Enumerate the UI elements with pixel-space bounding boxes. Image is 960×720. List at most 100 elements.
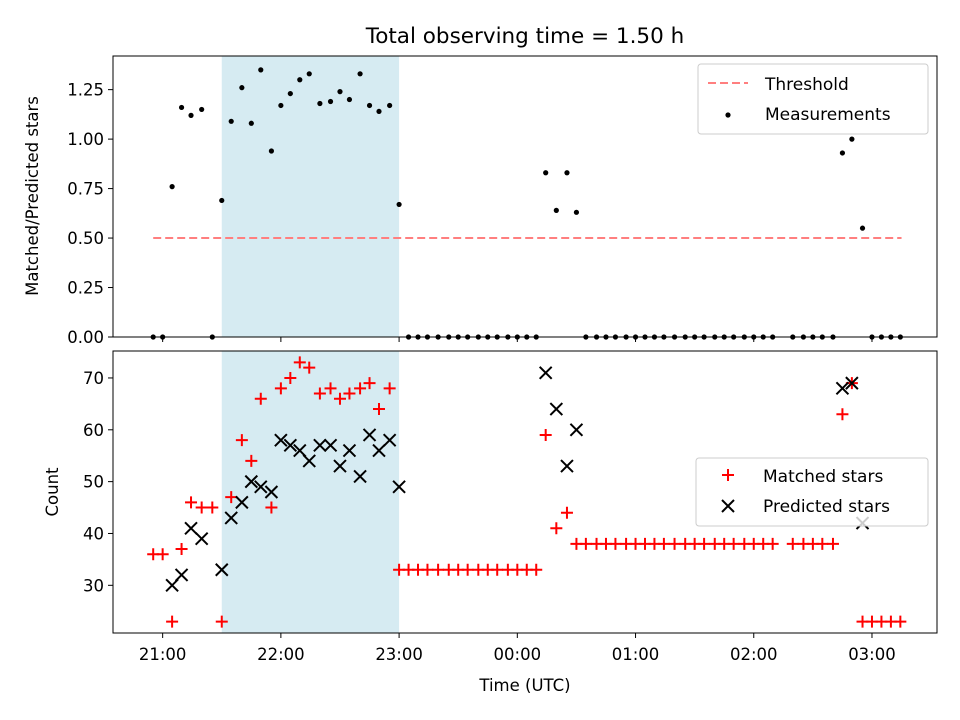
data-point — [264, 485, 279, 499]
bottom-shaded-span — [221, 351, 400, 633]
data-point — [859, 225, 866, 231]
data-point — [657, 537, 670, 550]
data-point — [573, 209, 580, 215]
x-tick-label: 03:00 — [848, 645, 896, 664]
x-tick-label: 00:00 — [494, 645, 542, 664]
data-point — [343, 387, 356, 400]
data-point — [287, 90, 293, 97]
y-tick-label: 1.25 — [67, 81, 104, 100]
data-point — [549, 402, 564, 416]
legend-measurements-label: Measurements — [765, 105, 891, 125]
data-point — [225, 491, 238, 504]
data-point — [372, 403, 385, 416]
data-point — [184, 521, 198, 535]
data-point — [274, 433, 288, 447]
y-tick-label: 30 — [83, 576, 104, 595]
data-point — [284, 371, 297, 384]
data-point — [302, 454, 316, 468]
data-point — [539, 428, 552, 441]
bottom-legend: Matched stars Predicted stars — [695, 457, 929, 527]
data-point — [387, 102, 393, 109]
data-point — [538, 366, 553, 380]
bottom-axes: 30 40 50 60 70 21:00 22:00 23:00 00:00 01:00 02:0… — [43, 350, 938, 695]
data-point — [274, 382, 287, 395]
bottom-matched-points — [147, 356, 907, 628]
y-tick-label: 70 — [83, 369, 104, 388]
x-tick-label: 22:00 — [257, 645, 305, 664]
data-point — [894, 615, 907, 628]
data-point — [363, 377, 376, 390]
data-point — [178, 104, 185, 111]
data-point — [826, 537, 839, 550]
data-point — [224, 511, 238, 525]
data-point — [268, 148, 275, 154]
data-point — [239, 85, 245, 91]
data-point — [836, 408, 849, 421]
data-point — [228, 118, 234, 124]
data-point — [313, 438, 327, 453]
data-point — [323, 438, 338, 453]
legend-matched-label: Matched stars — [763, 467, 883, 487]
data-point — [461, 563, 474, 576]
data-point — [560, 459, 574, 473]
x-tick-label: 01:00 — [612, 645, 660, 664]
data-point — [303, 361, 316, 374]
x-tick-label: 21:00 — [139, 645, 187, 664]
data-point — [317, 100, 323, 107]
y-tick-label: 1.00 — [67, 130, 104, 149]
bottom-legend-frame — [695, 457, 929, 527]
data-point — [342, 443, 357, 458]
top-y-ticks: 0.00 0.25 0.50 0.75 1.00 1.25 — [67, 81, 113, 347]
data-point — [195, 501, 208, 514]
data-point — [383, 382, 396, 395]
data-point — [175, 543, 188, 556]
data-point — [174, 568, 189, 582]
legend-measurements-swatch — [725, 112, 731, 118]
data-point — [327, 98, 334, 105]
data-point — [550, 522, 563, 535]
data-point — [258, 67, 264, 73]
top-legend-frame — [697, 63, 929, 135]
data-point — [156, 548, 169, 561]
data-point — [278, 102, 284, 109]
data-point — [199, 106, 205, 113]
data-point — [396, 201, 402, 208]
data-point — [569, 423, 584, 437]
data-point — [215, 615, 228, 628]
legend-predicted-label: Predicted stars — [763, 497, 890, 517]
data-point — [786, 537, 799, 550]
data-point — [421, 563, 434, 576]
data-point — [727, 537, 740, 550]
y-tick-label: 60 — [83, 421, 104, 440]
y-tick-label: 0.25 — [67, 279, 104, 298]
data-point — [313, 387, 326, 400]
data-point — [835, 381, 850, 396]
data-point — [354, 382, 367, 395]
data-point — [185, 496, 198, 509]
data-point — [337, 89, 343, 95]
top-y-axis-label: Matched/Predicted stars — [23, 96, 42, 296]
data-point — [194, 531, 209, 546]
top-axes: 0.00 0.25 0.50 0.75 1.00 1.25 Matched/Predict… — [23, 55, 938, 347]
data-point — [297, 77, 303, 83]
bottom-x-axis-label: Time (UTC) — [478, 676, 570, 695]
data-point — [376, 108, 382, 115]
bottom-predicted-points — [165, 366, 870, 593]
data-point — [579, 537, 592, 550]
data-point — [609, 537, 622, 550]
data-point — [254, 392, 267, 405]
bottom-y-ticks: 30 40 50 60 70 — [83, 369, 113, 595]
y-tick-label: 0.75 — [67, 180, 104, 199]
legend-threshold-label: Threshold — [764, 75, 849, 95]
data-point — [244, 474, 259, 489]
data-point — [392, 480, 406, 494]
top-axes-frame — [112, 55, 938, 338]
data-point — [845, 376, 859, 390]
data-point — [333, 392, 346, 405]
data-point — [169, 184, 175, 190]
data-point — [219, 197, 225, 204]
data-point — [353, 469, 367, 484]
data-point — [372, 443, 386, 458]
data-point — [235, 495, 249, 510]
